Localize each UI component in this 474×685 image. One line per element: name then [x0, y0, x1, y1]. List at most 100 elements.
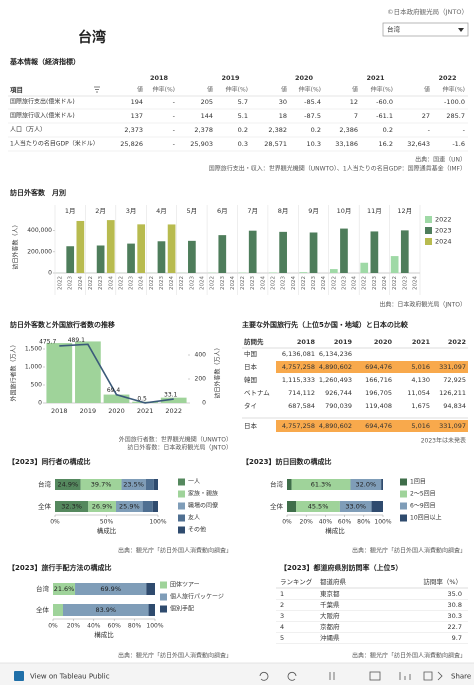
cell: 30.8 [448, 601, 462, 609]
dropdown-value[interactable]: 台湾 [387, 25, 401, 34]
x-tick-label: 2022 [179, 276, 185, 290]
x-tick-label: 2024 [260, 276, 266, 290]
bar-segment [350, 479, 382, 490]
cell: 144 [201, 112, 213, 120]
bar-segment [88, 501, 116, 512]
bar [329, 269, 338, 273]
legend-swatch [178, 478, 185, 486]
row-label: 国際旅行収入(億米ドル) [10, 112, 75, 120]
source-note: 出典：日本政府観光局（JNTO） [379, 301, 466, 309]
x-tick-label: 2024 [352, 276, 358, 290]
x-tick-label: 2019 [80, 407, 97, 415]
x-tick-label: 100% [149, 519, 166, 526]
cell: -85.4 [304, 98, 321, 106]
category-label: 全体 [36, 605, 50, 614]
cell: 94,834 [443, 402, 466, 410]
x-tick-label: 40% [319, 519, 333, 526]
cell: -1.6 [452, 140, 465, 148]
bar [360, 262, 369, 273]
cell: 4 [280, 623, 284, 631]
legend-swatch [425, 238, 432, 245]
source-note: 外国旅行者数：世界観光機関（UNWTO） [119, 436, 232, 444]
cell: 0.2 [311, 126, 321, 134]
x-tick-label: 100% [146, 623, 163, 630]
share-button[interactable]: Share [451, 673, 471, 681]
cell: 16.2 [379, 140, 393, 148]
x-tick-label: 2024 [200, 276, 206, 290]
bar [160, 397, 187, 403]
cell: 5,016 [411, 422, 430, 430]
year-header: 2019 [221, 74, 240, 82]
column-header: ランキング [280, 577, 313, 586]
x-tick-label: 2023 [129, 276, 135, 290]
data-label: 83.9% [95, 606, 116, 614]
legend-label: 団体ツアー [170, 581, 200, 589]
x-tick-label: 20% [67, 623, 81, 630]
cell: 2020 [374, 338, 393, 346]
y2-tick-label: 200 [195, 376, 207, 383]
x-tick-label: 2024 [139, 276, 145, 290]
section-title: 訪日外客数 月別 [10, 188, 66, 197]
bar [390, 256, 399, 273]
cell: 126,211 [439, 389, 466, 397]
month-label: 9月 [308, 207, 319, 215]
bar-segment [152, 501, 158, 512]
bar [76, 220, 85, 273]
legend-swatch [178, 526, 185, 534]
cell: 京都府 [320, 622, 340, 631]
bar-segment [53, 604, 63, 616]
cell: - [173, 126, 176, 134]
data-label: 33.0% [345, 503, 366, 511]
month-label: 2月 [95, 207, 106, 215]
bar [309, 232, 318, 273]
x-tick-label: 0% [50, 519, 60, 526]
cell: 196,705 [365, 389, 392, 397]
column-header: 都道府県 [320, 577, 347, 586]
sub-header: 値 [137, 86, 143, 94]
cell: 6,134,236 [319, 350, 352, 358]
x-tick-label: 2023 [159, 276, 165, 290]
section-title: 【2023】都道府県別訪問率（上位5） [280, 563, 402, 572]
data-label: 69.4 [107, 387, 121, 394]
legend-label: 10回目以上 [410, 514, 442, 522]
cell: 331,097 [439, 422, 466, 430]
cell: 35.0 [448, 590, 462, 598]
cell: 166,716 [365, 376, 392, 384]
cell: 694,476 [365, 422, 392, 430]
row-label: 人口（万人） [10, 127, 46, 134]
x-tick-label: 50% [100, 519, 114, 526]
month-label: 1月 [65, 207, 76, 215]
data-label: 61.3% [311, 481, 332, 489]
cell: 714,112 [288, 389, 315, 397]
x-tick-label: 2023 [189, 276, 195, 290]
source-note: 出典：観光庁「訪日外国人消費動向調査」 [118, 547, 232, 555]
bar-segment [381, 479, 383, 490]
sub-header: 値 [424, 86, 430, 94]
bar [66, 246, 75, 273]
cell: 790,039 [325, 402, 352, 410]
cell: 11,054 [407, 389, 430, 397]
row-label: 訪問先 [244, 337, 264, 346]
cell: 5,016 [411, 363, 430, 371]
category-label: 台湾 [36, 584, 50, 593]
source-note: 国際旅行支出・収入：世界観光機関（UNWTO）、1人当たりの名目GDP：国際通貨… [209, 165, 466, 173]
bar-segment [55, 479, 81, 490]
data-label: 475.7 [39, 338, 56, 345]
footer-link[interactable]: View on Tableau Public [30, 673, 110, 681]
legend-label: 2023 [435, 227, 452, 235]
category-label: 全体 [270, 502, 284, 511]
legend-swatch [160, 593, 167, 601]
cell: 5 [280, 634, 284, 642]
highlight [276, 420, 468, 432]
cell: 1,115,333 [282, 376, 315, 384]
cell: 5.7 [238, 98, 248, 106]
month-label: 8月 [278, 207, 289, 215]
dropdown[interactable] [382, 22, 469, 37]
footer-icons[interactable] [259, 671, 443, 681]
highlight [276, 361, 468, 373]
data-label: 0.5 [137, 395, 147, 402]
x-tick-label: 0% [48, 623, 58, 630]
cell: 2022 [448, 338, 466, 346]
x-axis-label: 構成比 [94, 630, 114, 639]
data-label: 32.3% [61, 503, 82, 511]
